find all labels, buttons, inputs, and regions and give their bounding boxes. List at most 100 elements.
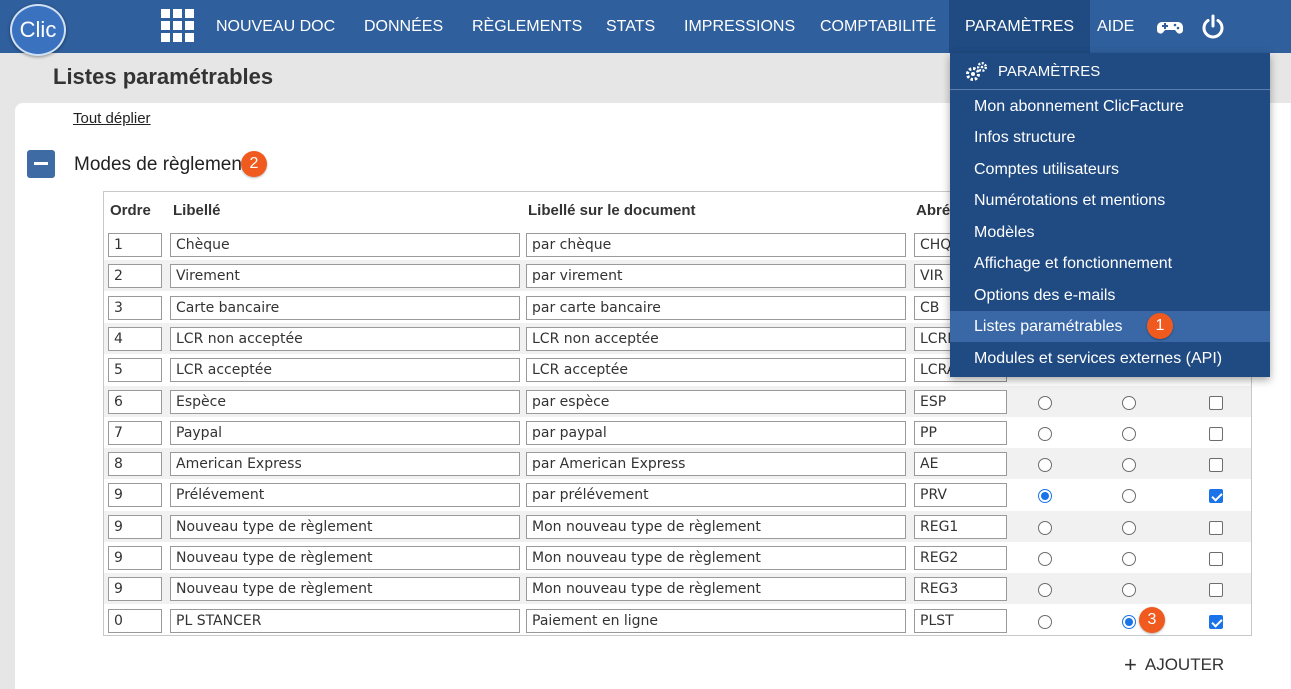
expand-all-link[interactable]: Tout déplier	[73, 110, 151, 127]
ordre-input[interactable]: 6	[108, 389, 162, 414]
abreviation-input[interactable]: AE	[914, 452, 1007, 477]
ordre-input[interactable]: 5	[108, 358, 162, 383]
apps-grid-icon[interactable]	[161, 9, 194, 42]
collapse-section-button[interactable]	[27, 150, 55, 178]
abreviation-input[interactable]: REG2	[914, 546, 1007, 570]
ordre-input[interactable]: 2	[108, 264, 162, 289]
dropdown-item-options-emails[interactable]: Options des e-mails	[974, 287, 1116, 304]
ordre-input[interactable]: 0	[108, 608, 162, 633]
dropdown-item-comptes-utilisateurs[interactable]: Comptes utilisateurs	[974, 161, 1119, 178]
clic-logo[interactable]: Clic	[10, 4, 66, 56]
nav-nouveau-doc[interactable]: NOUVEAU DOC	[216, 18, 336, 35]
nav-stats[interactable]: STATS	[606, 18, 656, 35]
abreviation-input[interactable]: PRV	[914, 483, 1007, 508]
gamepad-icon[interactable]	[1156, 13, 1184, 41]
add-button[interactable]: + AJOUTER	[1124, 652, 1225, 677]
default-radio-2[interactable]	[1122, 426, 1136, 441]
active-checkbox[interactable]	[1209, 426, 1223, 441]
libelle-document-input[interactable]: par chèque	[526, 233, 906, 257]
ordre-input[interactable]: 3	[108, 295, 162, 320]
nav-impressions[interactable]: IMPRESSIONS	[684, 18, 796, 35]
default-radio-1[interactable]	[1038, 583, 1052, 598]
abreviation-input[interactable]: REG1	[914, 514, 1007, 539]
ordre-input[interactable]: 9	[108, 483, 162, 508]
nav-comptabilite[interactable]: COMPTABILITÉ	[820, 18, 937, 35]
libelle-input[interactable]: Nouveau type de règlement	[170, 546, 520, 570]
libelle-document-input[interactable]: par American Express	[526, 452, 906, 477]
ordre-input[interactable]: 8	[108, 452, 162, 477]
default-radio-1[interactable]	[1038, 614, 1052, 629]
abreviation-input[interactable]: PLST	[914, 608, 1007, 633]
section-title[interactable]: Modes de règlement	[74, 154, 248, 175]
libelle-document-input[interactable]: LCR acceptée	[526, 358, 906, 383]
libelle-input[interactable]: Nouveau type de règlement	[170, 514, 520, 539]
libelle-input[interactable]: American Express	[170, 452, 520, 477]
active-checkbox[interactable]	[1209, 395, 1223, 410]
libelle-document-input[interactable]: par prélévement	[526, 483, 906, 508]
libelle-document-input[interactable]: par espèce	[526, 389, 906, 414]
default-radio-2[interactable]	[1122, 552, 1136, 566]
dropdown-item-numerotations[interactable]: Numérotations et mentions	[974, 192, 1166, 209]
default-radio-2[interactable]	[1122, 458, 1136, 473]
nav-donnees[interactable]: DONNÉES	[364, 18, 444, 35]
table-row: 9 Nouveau type de règlement Mon nouveau ty…	[104, 573, 1251, 605]
default-radio-1[interactable]	[1038, 552, 1052, 566]
abreviation-input[interactable]: PP	[914, 420, 1007, 445]
libelle-document-input[interactable]: Mon nouveau type de règlement	[526, 514, 906, 539]
abreviation-input[interactable]: REG3	[914, 577, 1007, 602]
default-radio-1[interactable]	[1038, 489, 1052, 504]
active-checkbox[interactable]	[1209, 552, 1223, 566]
nav-parametres[interactable]: PARAMÈTRES	[949, 0, 1091, 53]
default-radio-1[interactable]	[1038, 395, 1052, 410]
step-badge-3: 3	[1139, 607, 1165, 633]
libelle-input[interactable]: Nouveau type de règlement	[170, 577, 520, 602]
default-radio-2[interactable]	[1122, 395, 1136, 410]
default-radio-1[interactable]	[1038, 520, 1052, 535]
libelle-input[interactable]: Virement	[170, 264, 520, 289]
libelle-document-input[interactable]: Mon nouveau type de règlement	[526, 577, 906, 602]
libelle-input[interactable]: PL STANCER	[170, 608, 520, 633]
default-radio-2[interactable]	[1122, 520, 1136, 535]
libelle-input[interactable]: LCR acceptée	[170, 358, 520, 383]
libelle-input[interactable]: Paypal	[170, 420, 520, 445]
dropdown-item-modeles[interactable]: Modèles	[974, 224, 1035, 241]
libelle-document-input[interactable]: par carte bancaire	[526, 295, 906, 320]
default-radio-2[interactable]	[1122, 614, 1136, 629]
ordre-input[interactable]: 9	[108, 546, 162, 570]
default-radio-2[interactable]	[1122, 489, 1136, 504]
active-checkbox[interactable]	[1209, 520, 1223, 535]
ordre-input[interactable]: 1	[108, 233, 162, 257]
table-row: 1 Chèque par chèque CHQ	[104, 229, 1251, 260]
libelle-input[interactable]: Chèque	[170, 233, 520, 257]
libelle-input[interactable]: Carte bancaire	[170, 295, 520, 320]
dropdown-item-affichage[interactable]: Affichage et fonctionnement	[974, 255, 1173, 272]
col-header-libelle: Libellé	[173, 202, 221, 219]
default-radio-2[interactable]	[1122, 583, 1136, 598]
libelle-document-input[interactable]: par virement	[526, 264, 906, 289]
libelle-document-input[interactable]: Mon nouveau type de règlement	[526, 546, 906, 570]
power-icon[interactable]	[1199, 13, 1227, 41]
ordre-input[interactable]: 4	[108, 326, 162, 351]
active-checkbox[interactable]	[1209, 583, 1223, 598]
abreviation-input[interactable]: ESP	[914, 389, 1007, 414]
default-radio-1[interactable]	[1038, 458, 1052, 473]
active-checkbox[interactable]	[1209, 489, 1223, 504]
ordre-input[interactable]: 7	[108, 420, 162, 445]
libelle-document-input[interactable]: LCR non acceptée	[526, 326, 906, 351]
libelle-document-input[interactable]: par paypal	[526, 420, 906, 445]
dropdown-item-listes-parametrables[interactable]: Listes paramétrables	[950, 311, 1270, 342]
libelle-document-input[interactable]: Paiement en ligne	[526, 608, 906, 633]
libelle-input[interactable]: LCR non acceptée	[170, 326, 520, 351]
dropdown-item-modules-api[interactable]: Modules et services externes (API)	[974, 350, 1223, 367]
libelle-input[interactable]: Prélévement	[170, 483, 520, 508]
ordre-input[interactable]: 9	[108, 514, 162, 539]
dropdown-item-infos-structure[interactable]: Infos structure	[974, 129, 1076, 146]
ordre-input[interactable]: 9	[108, 577, 162, 602]
nav-aide[interactable]: AIDE	[1097, 18, 1135, 35]
dropdown-item-abonnement[interactable]: Mon abonnement ClicFacture	[974, 98, 1184, 115]
active-checkbox[interactable]	[1209, 614, 1223, 629]
nav-reglements[interactable]: RÈGLEMENTS	[472, 18, 583, 35]
active-checkbox[interactable]	[1209, 458, 1223, 473]
libelle-input[interactable]: Espèce	[170, 389, 520, 414]
default-radio-1[interactable]	[1038, 426, 1052, 441]
